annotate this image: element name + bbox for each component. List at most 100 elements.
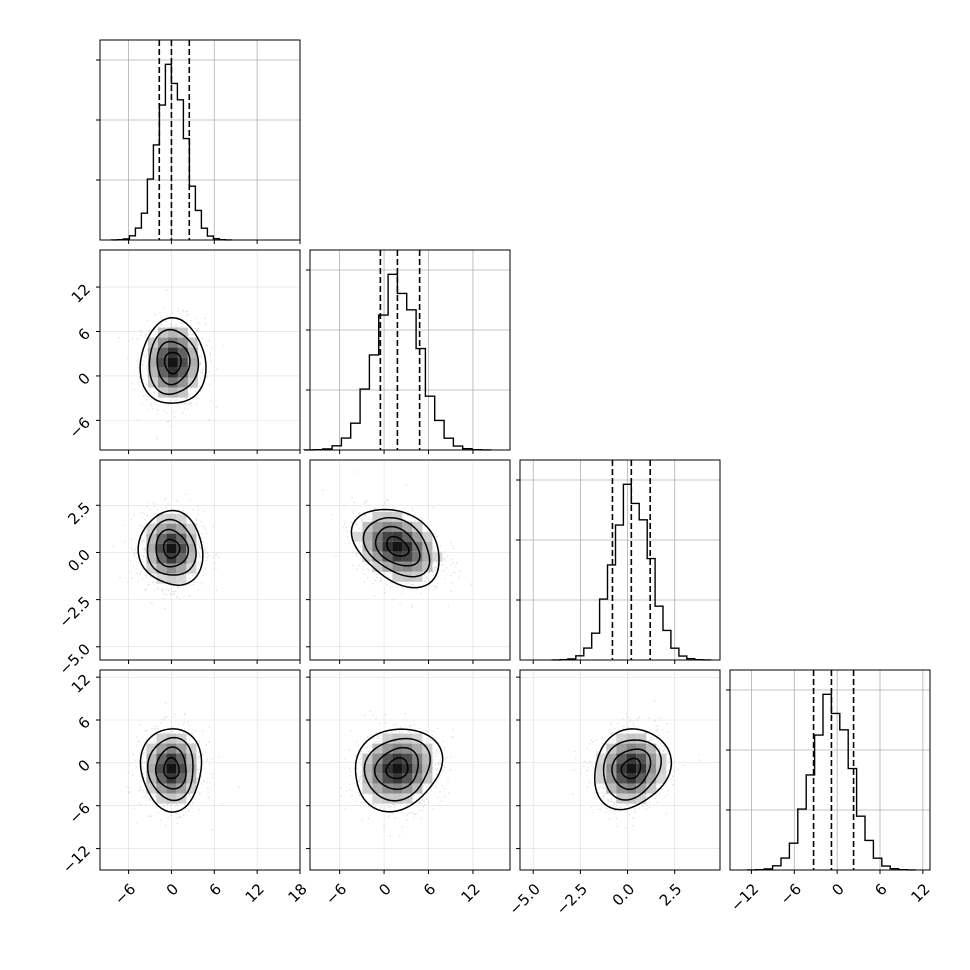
density-cell [636,783,647,794]
density-cell [156,513,167,524]
density-cell [616,753,627,764]
density-cell [166,753,177,764]
density-cell [402,793,413,804]
density-cell [176,743,187,754]
histogram-panel-1 [303,249,511,454]
density-cell [147,367,158,378]
density-cell [352,531,363,542]
density-cell [176,513,187,524]
density-cell [156,783,167,794]
density-cell [186,553,197,564]
density-cell [176,523,187,534]
density-cell [372,753,383,764]
density-cell [636,733,647,744]
x-tick-label: 2.5 [656,880,686,910]
density-contour [373,746,419,791]
density-cell [372,561,383,572]
scatter-panel-0-1 [96,249,301,454]
density-cell [636,763,647,774]
density-cell [146,783,157,794]
density-cell [156,763,167,774]
density-cell [177,347,188,358]
density-cell [616,783,627,794]
density-contour [385,757,409,780]
density-cell [616,793,627,804]
density-cell [167,367,178,378]
density-cell [157,367,168,378]
panel-content [100,460,300,660]
density-contour [386,535,410,557]
x-tick-label: −6 [777,880,805,908]
panel-frame [309,669,511,871]
scatter-panel-0-3 [96,669,301,874]
density-cell [392,793,403,804]
density-cell [362,773,373,784]
density-cell [372,763,383,774]
density-cell [167,387,178,398]
density-cell [372,551,383,562]
density-cell [166,573,177,584]
density-cell [626,733,637,744]
density-cell [176,763,187,774]
density-cell [177,387,188,398]
density-contour [374,525,421,567]
panel-content [310,670,510,870]
x-tick-label: −5.0 [505,880,543,918]
density-cell [606,773,617,784]
density-cell [187,347,198,358]
density-cell [606,783,617,794]
density-cell [372,541,383,552]
density-cell [187,367,198,378]
density-cell [176,563,187,574]
density-cell [392,733,403,744]
density-contour [139,316,207,404]
density-cell [146,543,157,554]
density-cell [412,561,423,572]
density-cell [412,733,423,744]
density-cell [146,533,157,544]
density-cell [156,553,167,564]
x-tick-label: −12 [727,880,762,915]
density-cell [146,763,157,774]
density-contour [155,528,190,568]
scatter-panel-0-2 [96,459,301,664]
y-tick-label: 0 [75,369,94,388]
density-contour [139,728,203,813]
x-tick-label: 6 [420,880,439,899]
density-cell [392,571,403,582]
density-cell [157,327,168,338]
density-contour [354,728,444,813]
density-cell [656,763,667,774]
density-cell [616,773,627,784]
density-cell [382,773,393,784]
density-cell [636,753,647,764]
density-cell [636,793,647,804]
scatter-panel-1-2 [306,459,511,664]
density-cell [166,533,177,544]
density-cell [177,377,188,388]
density-cell [382,733,393,744]
density-cell [186,763,197,774]
density-cell [432,551,443,562]
density-cell [176,553,187,564]
density-cell [156,563,167,574]
density-cell [422,531,433,542]
density-cell [186,533,197,544]
density-cell [422,541,433,552]
density-cell [382,793,393,804]
x-tick-label: −6 [322,880,350,908]
density-cell [656,773,667,784]
y-tick-label: 0 [75,756,94,775]
panel-content [100,250,300,450]
panel-frame [309,249,511,451]
x-tick-label: 12 [907,880,933,906]
density-contour [363,737,431,802]
density-cell [156,753,167,764]
density-cell [187,357,198,368]
density-cell [186,523,197,534]
density-contour [163,756,180,780]
density-contour [154,746,187,790]
density-cell [146,553,157,564]
density-cell [372,793,383,804]
